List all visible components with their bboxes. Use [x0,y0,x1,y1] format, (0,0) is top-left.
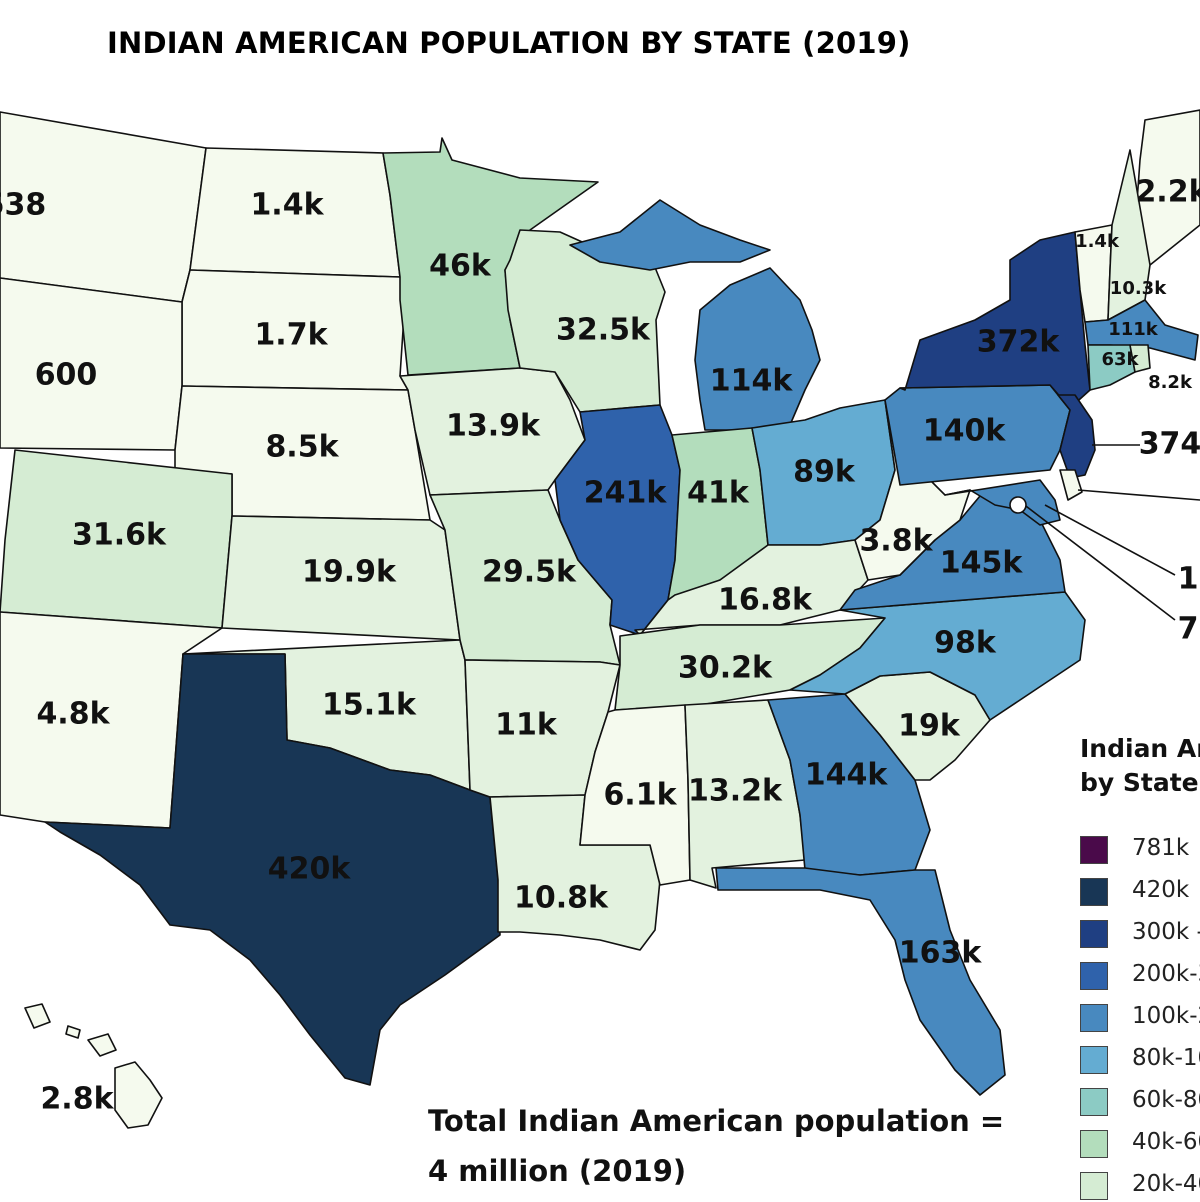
legend-swatch [1080,920,1108,948]
total-population-note: Total Indian American population = 4 mil… [428,1096,1004,1196]
state-north-carolina [789,591,1086,721]
leader-line-dc [1017,499,1176,621]
legend-label: 60k-80 [1132,1087,1200,1113]
state-label-michigan: 114k [710,364,794,399]
state-label-maine: 2.2k [1135,175,1200,210]
state-label-colorado: 31.6k [72,518,167,553]
state-label-massachusetts: 111k [1108,319,1159,340]
legend-label: 300k - [1132,919,1200,945]
state-label-virginia: 145k [940,546,1024,581]
state-label-north-carolina: 98k [934,626,997,661]
legend-swatch [1080,878,1108,906]
leader-line-delaware [1077,489,1200,501]
state-delaware [1059,469,1083,501]
legend-swatch [1080,1004,1108,1032]
state-label-mississippi: 6.1k [603,778,677,813]
leader-line-maryland [1044,504,1176,576]
legend-label: 80k-10 [1132,1045,1200,1071]
legend-label: 100k-2 [1132,1003,1200,1029]
state-new-york [899,231,1091,409]
legend-swatch [1080,1130,1108,1158]
state-florida [715,867,1006,1096]
state-label-indiana: 41k [687,476,750,511]
state-connecticut [1087,344,1136,391]
state-label-missouri: 29.5k [482,555,577,590]
state-label-arkansas: 11k [495,708,558,743]
legend-label: 20k-40 [1132,1171,1200,1197]
state-west-virginia [854,399,971,581]
dc-marker [1009,496,1027,514]
state-label-new-york: 372k [977,325,1061,360]
state-label-texas: 420k [268,852,352,887]
state-label-florida: 163k [899,936,983,971]
state-label-wisconsin: 32.5k [556,313,651,348]
state-label-rhode-island: 8.2k [1148,372,1193,393]
legend-swatch [1080,836,1108,864]
legend-title: Indian Ar by State ( [1080,732,1200,800]
state-label-kentucky: 16.8k [718,583,813,618]
state-label-vermont: 1.4k [1075,231,1120,252]
state-label-north-dakota: 1.4k [250,188,324,223]
state-label-new-mexico: 4.8k [36,697,110,732]
state-label-south-dakota: 1.7k [254,318,328,353]
state-label-hawaii: 2.8k [40,1082,114,1117]
total-line-1: Total Indian American population = [428,1104,1005,1138]
legend-swatch [1080,1046,1108,1074]
state-label-south-carolina: 19k [898,709,961,744]
map-title: INDIAN AMERICAN POPULATION BY STATE (201… [107,26,911,60]
legend-swatch [1080,962,1108,990]
state-label-pennsylvania: 140k [923,414,1007,449]
legend-label: 420k [1132,877,1190,903]
state-label-illinois: 241k [584,476,668,511]
legend-swatch [1080,1088,1108,1116]
legend-label: 781k [1132,835,1190,861]
state-label-connecticut: 63k [1101,349,1139,370]
state-label-iowa: 13.9k [446,409,541,444]
state-label-new-jersey: 374 [1139,427,1200,462]
state-rhode-island [1129,344,1151,373]
state-label-delaware: 7 [1178,612,1199,647]
state-label-new-hampshire: 10.3k [1110,278,1167,299]
state-label-nebraska: 8.5k [265,430,339,465]
legend-label: 40k-60 [1132,1129,1200,1155]
state-maryland [944,479,1061,526]
state-label-louisiana: 10.8k [514,881,609,916]
legend-title-line-1: Indian Ar [1080,734,1200,763]
state-label-alabama: 13.2k [688,774,783,809]
state-label-oklahoma: 15.1k [322,688,417,723]
state-texas [44,653,501,1086]
legend-swatch [1080,1172,1108,1200]
state-label-georgia: 144k [805,758,889,793]
state-label-west-virginia: 3.8k [859,524,933,559]
legend-label: 200k-3 [1132,961,1200,987]
state-new-jersey [1057,394,1096,479]
state-label-tennessee: 30.2k [678,651,773,686]
state-label-ohio: 89k [793,455,856,490]
state-label-minnesota: 46k [429,249,492,284]
state-label-kansas: 19.9k [302,555,397,590]
legend-title-line-2: by State ( [1080,768,1200,797]
state-label-montana: 538 [0,188,46,223]
state-label-wyoming: 600 [35,358,98,393]
state-hawaii [24,1003,163,1129]
state-label-maryland: 1 [1178,562,1199,597]
state-michigan [569,199,821,431]
total-line-2: 4 million (2019) [428,1154,687,1188]
